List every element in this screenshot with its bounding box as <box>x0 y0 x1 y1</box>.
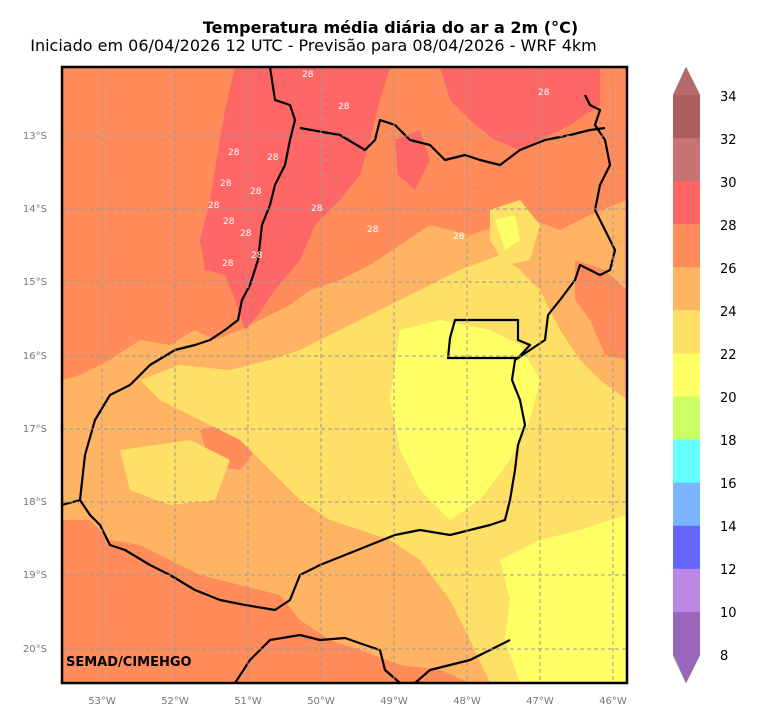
colorbar-band <box>673 611 700 656</box>
colorbar-label: 20 <box>720 391 737 406</box>
border-df <box>446 318 532 360</box>
contour-label: 28 <box>222 259 234 269</box>
field-26-28-east <box>575 260 627 360</box>
lon-tick-label: 47°W <box>526 696 554 707</box>
lat-tick-label: 13°S <box>23 131 47 142</box>
field-20-22-center <box>390 320 540 520</box>
state-borders <box>62 67 617 683</box>
colorbar-label: 10 <box>720 606 737 621</box>
lat-tick-label: 18°S <box>23 497 47 508</box>
lat-tick-label: 14°S <box>23 204 47 215</box>
field-20-22-southeast <box>500 515 627 683</box>
colorbar-label: 18 <box>720 434 737 449</box>
border-goias-east <box>79 94 617 612</box>
colorbar-band <box>673 568 700 613</box>
credit-label: SEMAD/CIMEHGO <box>66 655 192 670</box>
field-26-28-west <box>62 67 627 380</box>
colorbar-label: 24 <box>720 305 737 320</box>
contour-label: 28 <box>338 102 350 112</box>
colorbar-top-extension <box>672 66 701 96</box>
field-20-22-northeast <box>495 215 520 250</box>
colorbar-band <box>673 482 700 527</box>
colorbar-band <box>673 439 700 484</box>
map-subtitle: Iniciado em 06/04/2026 12 UTC - Previsão… <box>30 36 597 55</box>
colorbar-band <box>673 224 700 268</box>
lat-tick-labels: 13°S 14°S 15°S 16°S 17°S 18°S 19°S 20°S <box>23 131 47 655</box>
contour-label: 28 <box>538 88 550 98</box>
lon-tick-label: 50°W <box>307 696 335 707</box>
colorbar-label: 32 <box>720 133 737 148</box>
border-goias-northeast <box>299 118 606 167</box>
colorbar: 34 32 30 28 26 24 22 20 18 16 14 12 10 8 <box>672 66 737 684</box>
contour-label: 28 <box>311 204 323 214</box>
map-frame <box>60 65 629 685</box>
contour-label: 28 <box>208 201 220 211</box>
colorbar-label: 8 <box>720 649 728 664</box>
lon-tick-label: 51°W <box>234 696 262 707</box>
lon-tick-label: 49°W <box>380 696 408 707</box>
lon-tick-label: 46°W <box>599 696 627 707</box>
contour-label: 28 <box>220 179 232 189</box>
lon-tick-label: 53°W <box>88 696 116 707</box>
graticule <box>62 67 627 683</box>
colorbar-band <box>673 525 700 570</box>
contour-label: 28 <box>367 225 379 235</box>
contour-label: 28 <box>251 251 263 261</box>
contour-label: 28 <box>223 217 235 227</box>
lat-tick-label: 20°S <box>23 644 47 655</box>
colorbar-band <box>673 310 700 354</box>
contour-labels: 28 28 28 28 28 28 28 28 28 28 28 28 28 2… <box>208 70 550 269</box>
colorbar-label: 30 <box>720 176 737 191</box>
lon-tick-label: 48°W <box>453 696 481 707</box>
field-22-24-southwest <box>120 440 230 505</box>
field-26-28-southwest <box>62 520 470 683</box>
colorbar-label: 26 <box>720 262 737 277</box>
lon-tick-labels: 53°W 52°W 51°W 50°W 49°W 48°W 47°W 46°W <box>88 696 627 707</box>
contour-label: 28 <box>267 153 279 163</box>
lat-tick-label: 19°S <box>23 570 47 581</box>
border-south <box>234 633 401 683</box>
colorbar-band <box>673 181 700 225</box>
colorbar-label: 34 <box>720 90 737 105</box>
colorbar-band <box>673 267 700 311</box>
lat-tick-label: 15°S <box>23 277 47 288</box>
colorbar-label: 28 <box>720 219 737 234</box>
colorbar-band <box>673 353 700 398</box>
contour-label: 28 <box>302 70 314 80</box>
border-south-east <box>414 639 511 683</box>
colorbar-bottom-extension <box>672 654 701 684</box>
colorbar-band <box>673 396 700 441</box>
contour-label: 28 <box>250 187 262 197</box>
colorbar-label: 14 <box>720 520 737 535</box>
colorbar-band <box>673 138 700 182</box>
field-28-30-patch <box>395 130 430 190</box>
contour-label: 28 <box>453 232 465 242</box>
border-goias-north <box>62 67 297 507</box>
lat-tick-label: 16°S <box>23 351 47 362</box>
contour-label: 28 <box>240 229 252 239</box>
contour-label: 28 <box>228 148 240 158</box>
colorbar-label: 12 <box>720 563 737 578</box>
map-title: Temperatura média diária do ar a 2m (°C) <box>202 18 579 37</box>
colorbar-band <box>673 95 700 139</box>
field-28-30-north <box>440 67 600 150</box>
colorbar-label: 16 <box>720 477 737 492</box>
lon-tick-label: 52°W <box>161 696 189 707</box>
temperature-field <box>62 67 627 683</box>
lat-tick-label: 17°S <box>23 424 47 435</box>
colorbar-label: 22 <box>720 348 737 363</box>
